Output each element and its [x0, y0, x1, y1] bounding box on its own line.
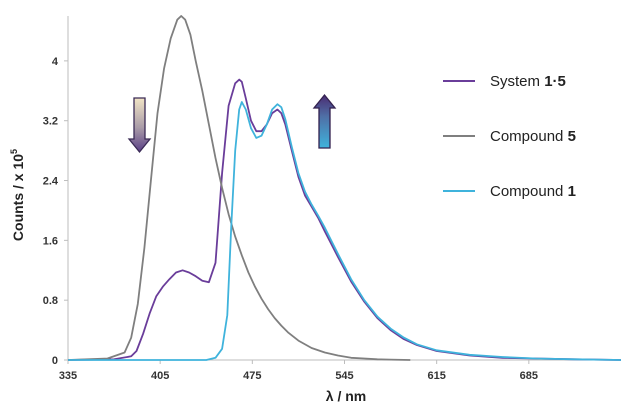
series-lines — [67, 15, 621, 361]
y-tick-label: 0 — [52, 355, 58, 367]
legend-item-compound-1: Compound 1 — [443, 183, 576, 200]
series-line-system-1-5 — [67, 78, 621, 361]
y-tick-label: 1.6 — [43, 235, 58, 247]
y-ticks: 0 0.8 1.6 2.4 3.2 4 — [43, 56, 68, 367]
x-tick-label: 405 — [151, 370, 169, 382]
increase-arrow-icon — [312, 93, 337, 149]
x-tick-label: 545 — [335, 370, 353, 382]
x-ticks: 335 405 475 545 615 685 — [59, 360, 538, 382]
decrease-arrow-icon — [127, 97, 152, 154]
y-tick-label: 0.8 — [43, 295, 58, 307]
x-axis-label: λ / nm — [326, 388, 366, 404]
x-tick-label: 475 — [243, 370, 261, 382]
legend-label-compound-1: Compound 1 — [490, 183, 576, 200]
y-axis-label-exponent: 5 — [9, 149, 19, 154]
x-tick-label: 615 — [427, 370, 445, 382]
y-tick-label: 2.4 — [43, 176, 59, 188]
y-tick-label: 3.2 — [43, 116, 58, 128]
legend-label-compound-5: Compound 5 — [490, 128, 576, 145]
x-tick-label: 335 — [59, 370, 77, 382]
y-axis-label-main: Counts / x 10 — [10, 154, 26, 241]
legend-item-compound-5: Compound 5 — [443, 128, 576, 145]
x-tick-label: 685 — [520, 370, 538, 382]
series-line-compound-1 — [68, 101, 621, 361]
y-axis-label: Counts / x 105 — [9, 149, 26, 241]
legend: System 1·5 Compound 5 Compound 1 — [443, 73, 576, 200]
series-line-compound-5 — [67, 15, 411, 361]
y-tick-label: 4 — [52, 56, 59, 68]
legend-label-system-1-5: System 1·5 — [490, 73, 566, 90]
legend-item-system-1-5: System 1·5 — [443, 73, 566, 90]
